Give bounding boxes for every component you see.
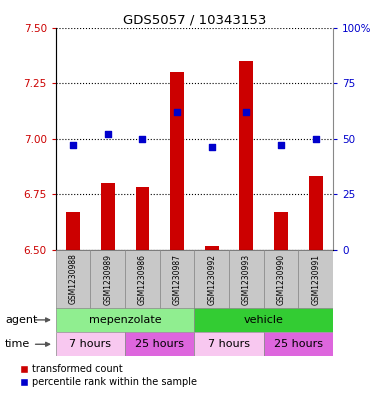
Bar: [205, 246, 219, 250]
Bar: [125, 250, 160, 309]
Bar: [56, 332, 125, 356]
Bar: [136, 187, 149, 250]
Text: GSM1230987: GSM1230987: [172, 253, 182, 305]
Bar: [194, 332, 264, 356]
Text: 7 hours: 7 hours: [69, 339, 112, 349]
Title: GDS5057 / 10343153: GDS5057 / 10343153: [123, 13, 266, 26]
Point: [243, 109, 249, 115]
Point: [209, 144, 215, 151]
Text: GSM1230991: GSM1230991: [311, 253, 320, 305]
Text: 25 hours: 25 hours: [274, 339, 323, 349]
Bar: [264, 332, 333, 356]
Bar: [239, 61, 253, 250]
Point: [174, 109, 180, 115]
Point: [139, 136, 146, 142]
Point: [105, 131, 111, 137]
Text: mepenzolate: mepenzolate: [89, 315, 161, 325]
Bar: [194, 308, 333, 332]
Bar: [170, 72, 184, 250]
Text: agent: agent: [5, 315, 37, 325]
Bar: [90, 250, 125, 309]
Text: GSM1230992: GSM1230992: [207, 253, 216, 305]
Bar: [56, 308, 194, 332]
Text: GSM1230993: GSM1230993: [242, 253, 251, 305]
Point: [70, 142, 76, 148]
Text: GSM1230990: GSM1230990: [276, 253, 286, 305]
Text: GSM1230986: GSM1230986: [138, 253, 147, 305]
Bar: [309, 176, 323, 250]
Text: 7 hours: 7 hours: [208, 339, 250, 349]
Bar: [264, 250, 298, 309]
Bar: [229, 250, 264, 309]
Bar: [298, 250, 333, 309]
Bar: [274, 212, 288, 250]
Bar: [56, 250, 90, 309]
Bar: [101, 183, 115, 250]
Text: GSM1230989: GSM1230989: [103, 253, 112, 305]
Legend: transformed count, percentile rank within the sample: transformed count, percentile rank withi…: [20, 364, 197, 387]
Text: vehicle: vehicle: [244, 315, 284, 325]
Point: [313, 136, 319, 142]
Bar: [194, 250, 229, 309]
Point: [278, 142, 284, 148]
Text: time: time: [5, 339, 30, 349]
Bar: [160, 250, 194, 309]
Text: 25 hours: 25 hours: [135, 339, 184, 349]
Bar: [125, 332, 194, 356]
Text: GSM1230988: GSM1230988: [69, 253, 78, 305]
Bar: [66, 212, 80, 250]
